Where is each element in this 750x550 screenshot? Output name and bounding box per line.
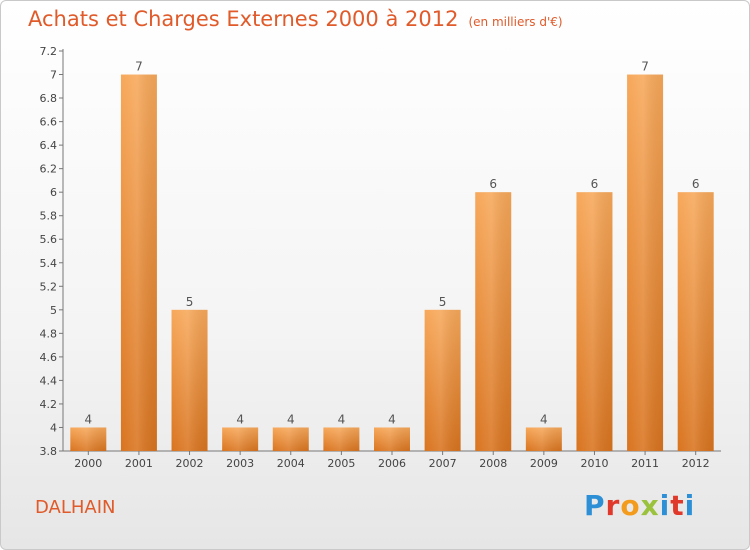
data-label: 4 <box>236 412 244 426</box>
y-tick-label: 6 <box>50 186 57 199</box>
logo-letter: o <box>620 489 641 522</box>
bar-shine <box>171 309 208 451</box>
data-label: 7 <box>641 60 649 74</box>
logo-letter: r <box>605 489 621 522</box>
y-tick-label: 5.8 <box>40 210 58 223</box>
y-tick-label: 6.2 <box>40 163 58 176</box>
data-label: 5 <box>439 295 447 309</box>
bar-shine <box>222 427 259 451</box>
y-tick-label: 4.6 <box>40 351 58 364</box>
bar-shine <box>627 74 664 451</box>
data-label: 6 <box>591 177 599 191</box>
x-tick-label: 2005 <box>327 457 355 470</box>
data-label: 4 <box>388 412 396 426</box>
y-tick-label: 4 <box>50 421 57 434</box>
bar-shine <box>323 427 360 451</box>
bar-shine <box>374 427 410 451</box>
y-tick-label: 5 <box>50 304 57 317</box>
y-tick-label: 7 <box>50 69 57 82</box>
y-tick-label: 6.8 <box>40 92 58 105</box>
y-tick-label: 6.6 <box>40 116 58 129</box>
x-tick-label: 2002 <box>176 457 204 470</box>
x-tick-label: 2011 <box>631 457 659 470</box>
y-tick-label: 7.2 <box>40 45 58 58</box>
data-label: 4 <box>287 412 295 426</box>
x-tick-label: 2009 <box>530 457 558 470</box>
chart-title: Achats et Charges Externes 2000 à 2012 (e… <box>28 7 563 31</box>
bar-shine <box>475 192 512 452</box>
logo-letter: i <box>684 489 696 522</box>
bar-shine <box>576 192 613 452</box>
data-label: 5 <box>186 295 194 309</box>
x-tick-label: 2001 <box>125 457 153 470</box>
commune-name: DALHAIN <box>35 497 116 518</box>
logo-letter: P <box>584 489 606 522</box>
x-tick-label: 2007 <box>429 457 457 470</box>
data-label: 6 <box>692 177 700 191</box>
data-label: 6 <box>489 177 497 191</box>
data-label: 4 <box>84 412 92 426</box>
data-labels: 4 7 5 4 4 4 4 5 6 4 6 7 6 <box>84 60 699 427</box>
y-tick-label: 5.6 <box>40 233 58 246</box>
y-tick-label: 5.4 <box>40 257 58 270</box>
x-tick-label: 2006 <box>378 457 406 470</box>
bar-shine <box>677 192 714 452</box>
bar-shine <box>272 427 309 451</box>
bar-shine <box>424 309 461 451</box>
x-tick-label: 2003 <box>226 457 254 470</box>
x-tick-label: 2010 <box>580 457 608 470</box>
y-tick-label: 5.2 <box>40 280 58 293</box>
y-tick-label: 3.8 <box>40 445 58 458</box>
chart-subtitle: (en milliers d'€) <box>468 15 563 29</box>
y-tick-label: 6.4 <box>40 139 58 152</box>
data-label: 4 <box>338 412 346 426</box>
data-label: 7 <box>135 60 143 74</box>
title-text: Achats et Charges Externes 2000 à 2012 <box>28 7 459 31</box>
logo-letter: i <box>659 489 671 522</box>
bar-shine <box>70 427 107 451</box>
logo-letter: x <box>640 489 660 522</box>
x-tick-label: 2012 <box>682 457 710 470</box>
bar-shine <box>525 427 562 451</box>
logo-letter: t <box>670 489 685 522</box>
x-tick-label: 2008 <box>479 457 507 470</box>
axes: 3.8 4 4.2 4.4 4.6 4.8 5 5.2 5.4 5.6 5.8 6 6.2 6.4 6.6 6… <box>40 45 721 470</box>
x-tick-label: 2004 <box>277 457 305 470</box>
y-tick-label: 4.4 <box>40 374 58 387</box>
bar-shine <box>120 74 157 451</box>
y-tick-label: 4.8 <box>40 327 58 340</box>
proxiti-logo: Proxiti <box>584 489 695 522</box>
x-tick-label: 2000 <box>74 457 102 470</box>
data-label: 4 <box>540 412 548 426</box>
y-tick-label: 4.2 <box>40 398 58 411</box>
bars <box>70 74 714 452</box>
